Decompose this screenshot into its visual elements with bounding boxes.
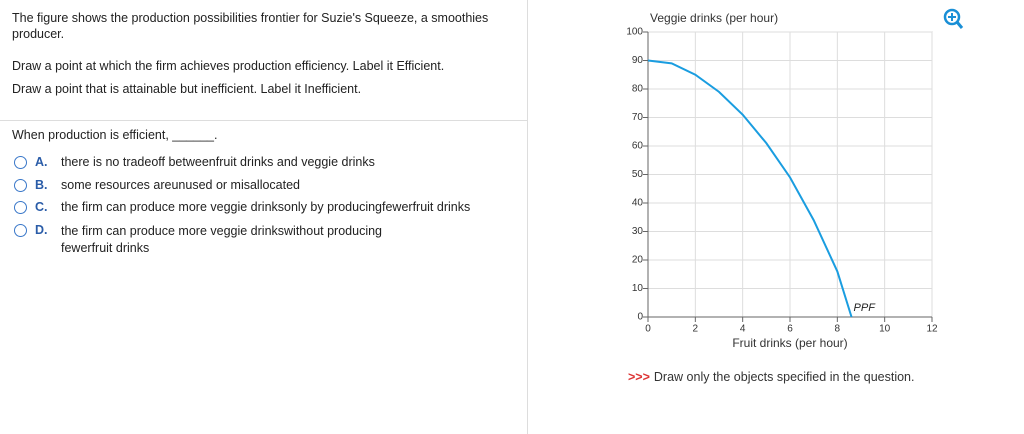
y-tick-label: 10	[632, 283, 644, 294]
option-text: the firm can produce more veggie drinkso…	[61, 200, 471, 214]
y-tick-label: 30	[632, 226, 644, 237]
y-tick-label: 80	[632, 84, 644, 95]
y-tick-label: 90	[632, 55, 644, 66]
y-tick-label: 40	[632, 198, 644, 209]
option-text: the firm can produce more veggie drinksw…	[61, 224, 383, 255]
radio[interactable]	[14, 156, 27, 169]
y-tick-label: 50	[632, 169, 644, 180]
zoom-icon[interactable]	[943, 8, 964, 29]
option-text: there is no tradeoff betweenfruit drinks…	[61, 155, 375, 169]
option-letter: D.	[35, 223, 48, 237]
y-tick-label: 70	[632, 112, 644, 123]
separator	[0, 120, 527, 121]
divider	[527, 0, 528, 434]
option[interactable]: B. some resources areunused or misallocat…	[14, 178, 300, 192]
x-axis-label: Fruit drinks (per hour)	[732, 336, 847, 350]
x-tick-label: 4	[740, 324, 746, 335]
radio[interactable]	[14, 201, 27, 214]
x-tick-label: 6	[787, 324, 793, 335]
option[interactable]: A. there is no tradeoff betweenfruit drin…	[14, 155, 375, 169]
curve	[647, 59, 853, 318]
y-tick-label: 60	[632, 141, 644, 152]
y-axis-label: Veggie drinks (per hour)	[650, 11, 778, 25]
option-text: some resources areunused or misallocated	[61, 178, 301, 192]
radio[interactable]	[14, 224, 27, 237]
option[interactable]: C. the firm can produce more veggie drink…	[14, 200, 470, 214]
curve-label: PPF	[854, 302, 877, 314]
x-tick-label: 12	[926, 324, 938, 335]
footer: >>> Draw only the objects specified in th…	[628, 370, 914, 384]
prompt: When production is efficient, ______.	[12, 128, 218, 142]
y-tick-label: 0	[637, 312, 643, 323]
y-tick-label: 20	[632, 255, 644, 266]
chart: Veggie drinks (per hour) Fruit drinks (p…	[626, 8, 964, 384]
option-letter: C.	[35, 200, 48, 214]
y-tick-label: 100	[626, 27, 643, 38]
footer-text: Draw only the objects specified in the q…	[654, 370, 915, 384]
radio[interactable]	[14, 179, 27, 192]
x-tick-label: 8	[835, 324, 841, 335]
instruction: Draw a point that is attainable but inef…	[12, 82, 362, 96]
x-tick-label: 10	[879, 324, 891, 335]
intro: The figure shows the production possibil…	[12, 11, 489, 41]
x-tick-label: 0	[645, 324, 651, 335]
option-letter: B.	[35, 178, 48, 192]
zoom-handle[interactable]	[955, 21, 964, 29]
instruction: Draw a point at which the firm achieves …	[12, 59, 445, 73]
option-letter: A.	[35, 155, 48, 169]
option[interactable]: D. the firm can produce more veggie drink…	[14, 223, 431, 257]
footer-marker: >>>	[628, 370, 650, 384]
x-tick-label: 2	[693, 324, 699, 335]
